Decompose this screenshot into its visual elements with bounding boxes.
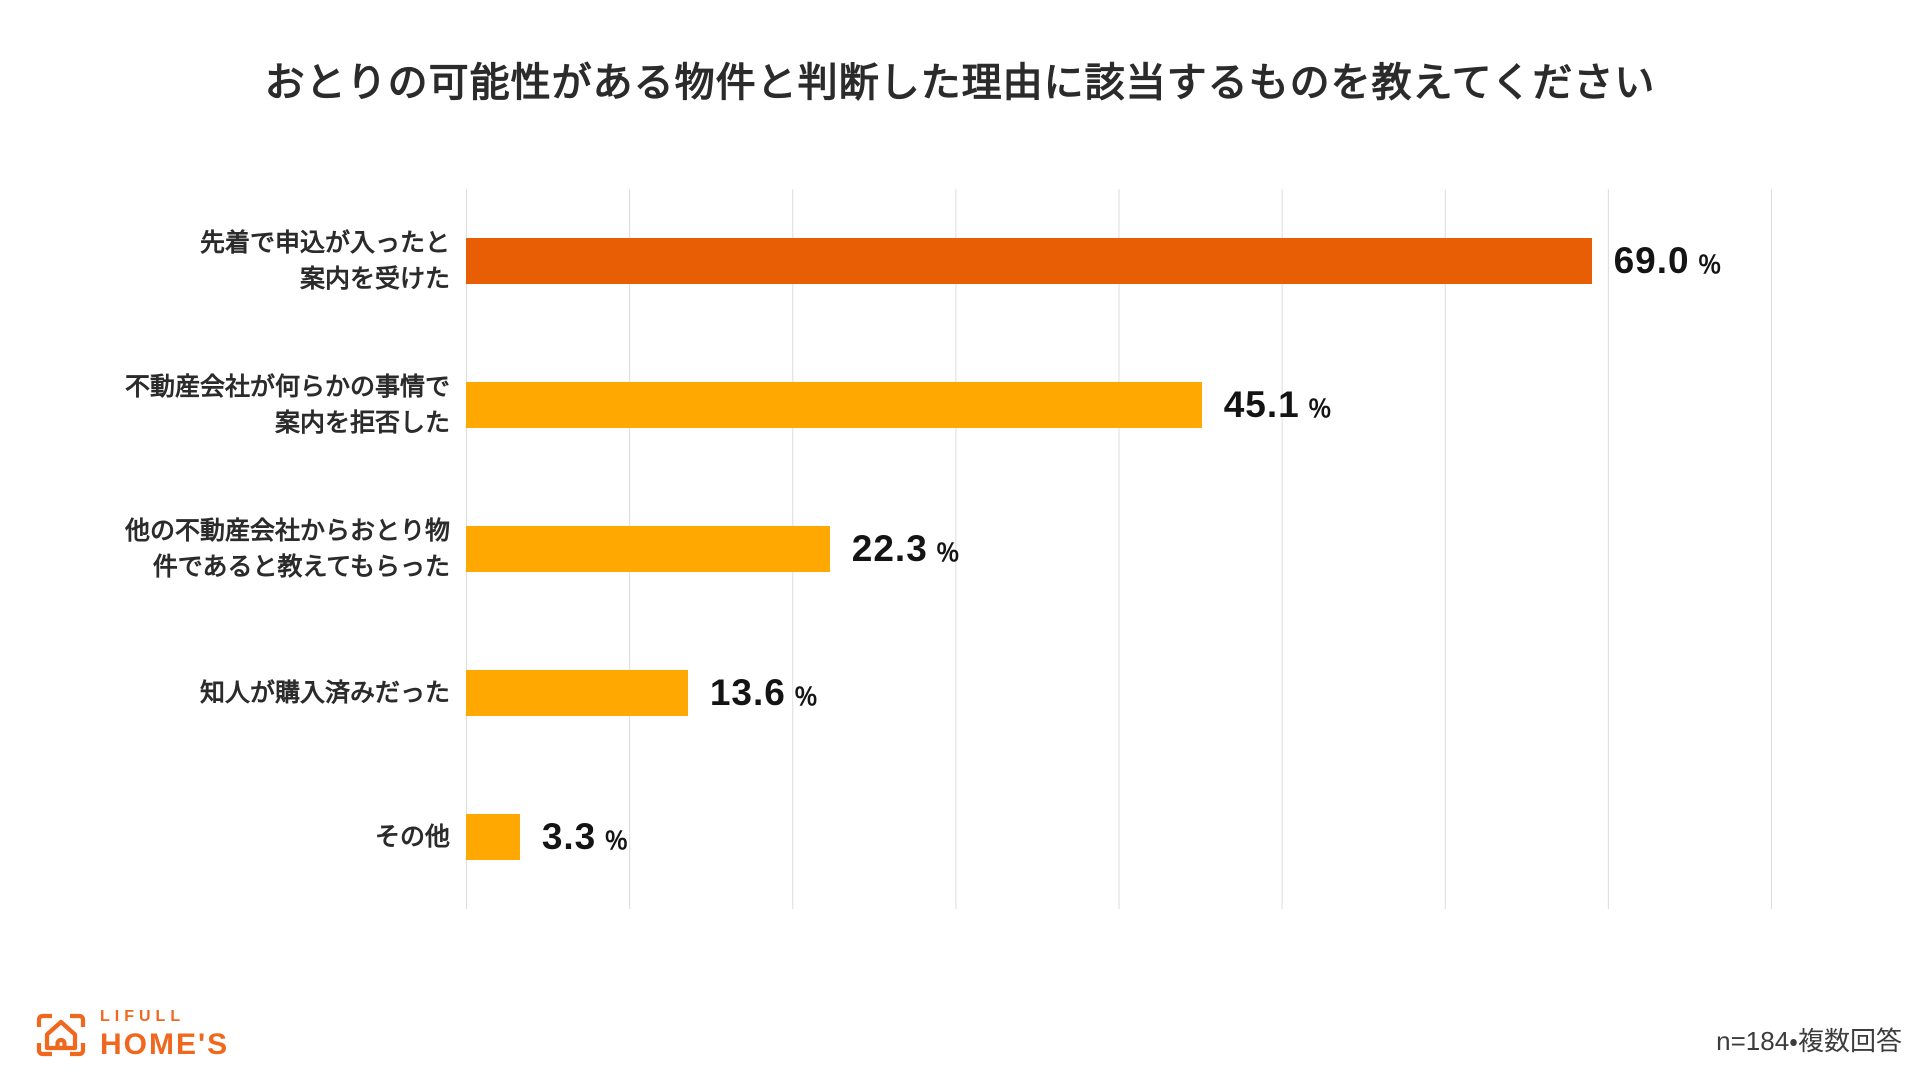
brand-name-lifull: LIFULL [100,1008,186,1025]
value-label: 22.3 ％ [852,528,960,570]
lifull-homes-logo: LIFULL HOME'S [36,1008,229,1062]
value-label: 3.3 ％ [542,816,628,858]
category-label-line: 先着で申込が入ったと [199,228,450,257]
value-number: 13.6 [709,672,786,713]
value-label: 69.0 ％ [1614,240,1722,282]
category-label: 知人が購入済みだった [100,621,466,765]
sample-size-note: n=184・複数回答 [1716,1026,1902,1056]
value-number: 3.3 [541,816,597,857]
chart-row: 先着で申込が入ったと 案内を受けた 69.0 ％ [100,189,1772,333]
plot-area-row: 3.3 ％ [466,765,1772,909]
category-label-line: 件であると教えてもらった [152,553,450,581]
value-unit: ％ [1697,252,1722,279]
category-label-line: 他の不動産会社からおとり物 [124,516,450,545]
bar-chart: 先着で申込が入ったと 案内を受けた 69.0 ％ 不動産会社が何らかの事情で 案… [100,189,1772,909]
category-label-line: 知人が購入済みだった [199,678,450,707]
category-label: 不動産会社が何らかの事情で 案内を拒否した [100,333,466,477]
plot-area-row: 13.6 ％ [466,621,1772,765]
category-label-line: その他 [374,822,450,851]
category-label-line: 不動産会社が何らかの事情で [124,372,450,401]
category-label-line: 案内を拒否した [274,409,450,437]
plot-area-row: 22.3 ％ [466,477,1772,621]
chart-row: その他 3.3 ％ [100,765,1772,909]
chart-row: 他の不動産会社からおとり物 件であると教えてもらった 22.3 ％ [100,477,1772,621]
house-viewfinder-icon [36,1013,86,1057]
value-number: 45.1 [1223,384,1300,425]
value-number: 69.0 [1613,240,1690,281]
plot-area-row: 69.0 ％ [466,189,1772,333]
value-unit: ％ [604,828,629,855]
value-label: 13.6 ％ [710,672,818,714]
bar [466,814,520,860]
chart-title: おとりの可能性がある物件と判断した理由に該当するものを教えてください [264,61,1656,105]
value-unit: ％ [793,684,818,711]
chart-row: 不動産会社が何らかの事情で 案内を拒否した 45.1 ％ [100,333,1772,477]
bar [466,382,1202,428]
bar [466,526,830,572]
plot-area-row: 45.1 ％ [466,333,1772,477]
bar [466,238,1592,284]
category-label-line: 案内を受けた [299,265,450,293]
category-label: その他 [100,765,466,909]
value-number: 22.3 [851,528,928,569]
category-label: 他の不動産会社からおとり物 件であると教えてもらった [100,477,466,621]
value-label: 45.1 ％ [1224,384,1332,426]
value-unit: ％ [935,540,960,567]
brand-name-homes: HOME'S [100,1028,230,1061]
brand-text: LIFULL HOME'S [100,1008,229,1062]
bar [466,670,688,716]
chart-row: 知人が購入済みだった 13.6 ％ [100,621,1772,765]
value-unit: ％ [1307,396,1332,423]
category-label: 先着で申込が入ったと 案内を受けた [100,189,466,333]
